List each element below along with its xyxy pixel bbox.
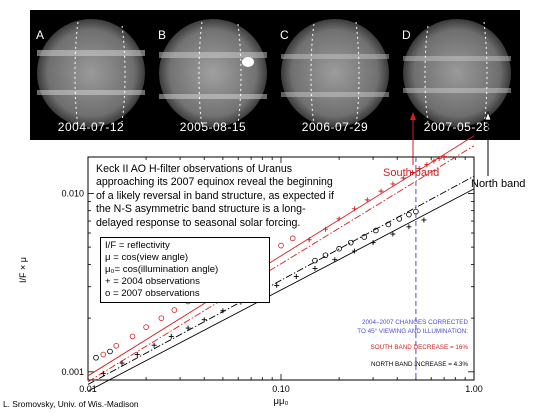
fit-lines xyxy=(87,135,475,392)
data-point-plus xyxy=(201,317,207,323)
legend-line: I/F = reflectivity xyxy=(105,240,170,251)
data-point-plus xyxy=(351,248,357,254)
data-point-plus xyxy=(431,158,437,164)
data-point-circle xyxy=(93,354,99,361)
correction-line-2: TO 45° VIEWING AND ILLUMINATION: xyxy=(357,327,468,335)
data-point-plus xyxy=(168,333,174,339)
correction-line-3: SOUTH BAND DECREASE = 16% xyxy=(371,344,469,351)
x-tick-label: 0.01 xyxy=(79,384,97,394)
panel-date: 2004-07-12 xyxy=(57,120,125,134)
data-point-plus xyxy=(134,352,140,358)
data-point-circle xyxy=(113,342,120,349)
uranus-disk-image xyxy=(159,19,267,127)
data-point-circle xyxy=(322,252,329,259)
south-band-label: South band xyxy=(383,167,440,179)
uranus-disk-image xyxy=(37,19,145,127)
uranus-disk-image xyxy=(403,19,511,127)
y-tick-label: 0.001 xyxy=(61,367,84,377)
uranus-panel-c: C 2006-07-29 xyxy=(274,4,396,140)
legend-line: o = 2007 observations xyxy=(105,288,200,299)
south-band-arrowhead xyxy=(410,112,416,120)
correction-line-1: 2004–2007 CHANGES CORRECTED xyxy=(362,319,468,326)
data-point-plus xyxy=(100,370,106,376)
credit-text: L. Sromovsky, Univ. of Wis.-Madison xyxy=(3,399,139,409)
data-point-circle xyxy=(143,324,149,330)
data-point-circle xyxy=(171,307,178,313)
description-text: Keck II AO H-filter observations of Uran… xyxy=(96,163,334,229)
legend-box: I/F = reflectivity μ = cos(view angle) μ… xyxy=(100,237,270,303)
data-point-plus xyxy=(274,282,280,288)
panel-letter: B xyxy=(158,28,167,42)
data-point-plus xyxy=(409,169,415,175)
data-point-circle xyxy=(100,351,107,358)
uranus-panel-a: A 2004-07-12 xyxy=(30,10,152,140)
data-point-plus xyxy=(220,308,226,314)
data-point-plus xyxy=(293,274,299,280)
data-point-plus xyxy=(390,181,396,187)
data-point-plus xyxy=(312,265,318,271)
fit-line xyxy=(87,188,475,392)
x-axis-label: μμ₀ xyxy=(274,396,289,407)
data-point-plus xyxy=(421,217,427,223)
fit-line xyxy=(87,175,475,385)
data-point-circle xyxy=(385,221,392,228)
panel-letter: C xyxy=(280,28,289,42)
data-point-plus xyxy=(119,360,125,366)
correction-line-4: NORTH BAND INCREASE = 4.3% xyxy=(371,361,468,368)
data-point-circle xyxy=(158,315,165,321)
y-tick-label: 0.010 xyxy=(61,188,84,198)
north-band-label: North band xyxy=(471,178,526,190)
y-axis-label: I/F × μ xyxy=(18,257,28,283)
data-point-plus xyxy=(370,240,376,246)
data-point-circle xyxy=(396,216,403,222)
data-point-plus xyxy=(424,162,430,168)
panel-date: 2005-08-15 xyxy=(179,120,247,134)
uranus-panel-b: B 2005-08-15 xyxy=(152,10,274,140)
data-point-circle xyxy=(348,239,354,246)
data-point-circle xyxy=(361,234,368,240)
data-point-plus xyxy=(332,257,338,263)
data-point-circle xyxy=(129,333,136,340)
data-point-plus xyxy=(306,237,312,243)
data-point-plus xyxy=(416,165,422,171)
data-point-plus xyxy=(378,188,384,194)
data-point-circle xyxy=(107,348,113,355)
north-band-arrowhead xyxy=(484,110,492,121)
data-point-plus xyxy=(364,197,370,203)
data-point-plus xyxy=(151,342,157,348)
data-point-plus xyxy=(185,325,191,331)
legend-line: + = 2004 observations xyxy=(105,276,200,287)
uranus-image-strip: A 2004-07-12 B 2005-08-15 xyxy=(30,4,520,140)
data-point-circle xyxy=(373,227,379,234)
fit-line xyxy=(87,145,475,383)
data-point-circle xyxy=(289,235,296,242)
panel-date: 2007-05-28 xyxy=(423,120,491,134)
data-point-circle xyxy=(278,242,284,249)
data-point-plus xyxy=(351,206,357,212)
data-point-circle xyxy=(312,257,318,264)
data-point-plus xyxy=(436,155,442,161)
panel-letter: D xyxy=(402,28,411,42)
data-point-plus xyxy=(336,216,342,222)
legend-line: μ = cos(view angle) xyxy=(105,252,189,263)
x-tick-label: 0.10 xyxy=(272,384,290,394)
x-tick-label: 1.00 xyxy=(465,384,483,394)
data-point-plus xyxy=(390,231,396,237)
panel-date: 2006-07-29 xyxy=(301,120,369,134)
panel-letter: A xyxy=(36,28,45,42)
fit-line xyxy=(87,135,475,377)
uranus-panel-d: D 2007-05-28 xyxy=(396,10,518,140)
data-point-circle xyxy=(406,211,412,218)
data-point-plus xyxy=(322,226,328,232)
data-point-plus xyxy=(400,175,406,181)
legend-line: μ₀= cos(illumination angle) xyxy=(105,264,219,275)
data-point-plus xyxy=(441,154,447,160)
data-point-circle xyxy=(336,245,342,252)
data-point-plus xyxy=(406,224,412,230)
